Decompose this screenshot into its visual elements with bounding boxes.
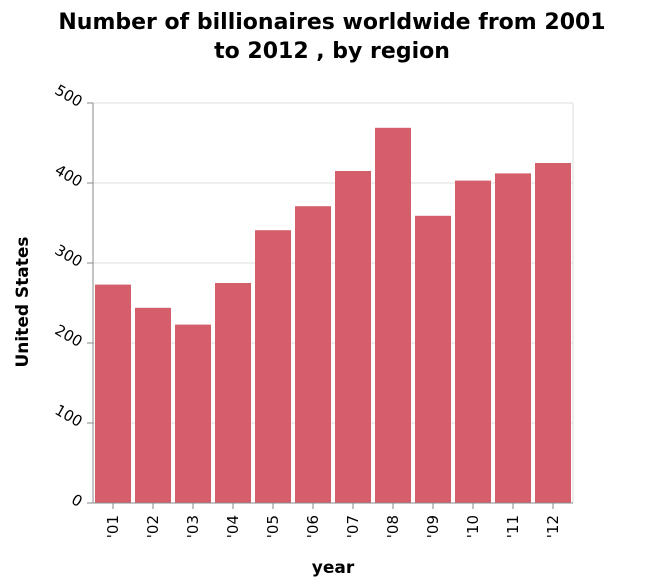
axes xyxy=(87,102,573,509)
bar-2 xyxy=(175,324,211,503)
y-tick-label-500: 500 xyxy=(52,81,86,111)
x-tick-label-0: '01 xyxy=(104,515,122,538)
bar-9 xyxy=(455,180,491,503)
bar-4 xyxy=(255,230,291,503)
x-axis-title: year xyxy=(312,558,355,578)
bar-10 xyxy=(495,173,531,503)
x-tick-label-2: '03 xyxy=(184,515,202,538)
bar-0 xyxy=(95,284,131,503)
x-tick-label-9: '10 xyxy=(464,515,482,538)
chart-title-line-2: to 2012 , by region xyxy=(214,39,450,64)
bar-1 xyxy=(135,307,171,503)
y-tick-label-0: 0 xyxy=(68,490,85,510)
bar-3 xyxy=(215,283,251,503)
bar-6 xyxy=(335,171,371,503)
x-tick-label-8: '09 xyxy=(424,515,442,538)
x-tick-label-7: '08 xyxy=(384,515,402,538)
y-tick-label-400: 400 xyxy=(52,161,86,191)
chart-title-line-1: Number of billionaires worldwide from 20… xyxy=(58,10,606,35)
bar-11 xyxy=(535,163,571,503)
bars xyxy=(95,127,571,504)
bar-7 xyxy=(375,127,411,504)
bar-5 xyxy=(295,206,331,503)
y-tick-label-300: 300 xyxy=(52,241,86,271)
y-tick-label-200: 200 xyxy=(52,321,86,351)
x-tick-label-4: '05 xyxy=(264,515,282,538)
y-tick-label-100: 100 xyxy=(52,401,86,431)
y-axis-title: United States xyxy=(13,236,33,367)
x-tick-label-1: '02 xyxy=(144,515,162,538)
chart-title: Number of billionaires worldwide from 20… xyxy=(0,8,664,66)
x-tick-label-3: '04 xyxy=(224,515,242,538)
x-tick-label-10: '11 xyxy=(504,515,522,538)
bar-8 xyxy=(415,215,451,504)
x-tick-label-11: '12 xyxy=(544,515,562,538)
x-tick-label-5: '06 xyxy=(304,515,322,538)
x-tick-label-6: '07 xyxy=(344,515,362,538)
